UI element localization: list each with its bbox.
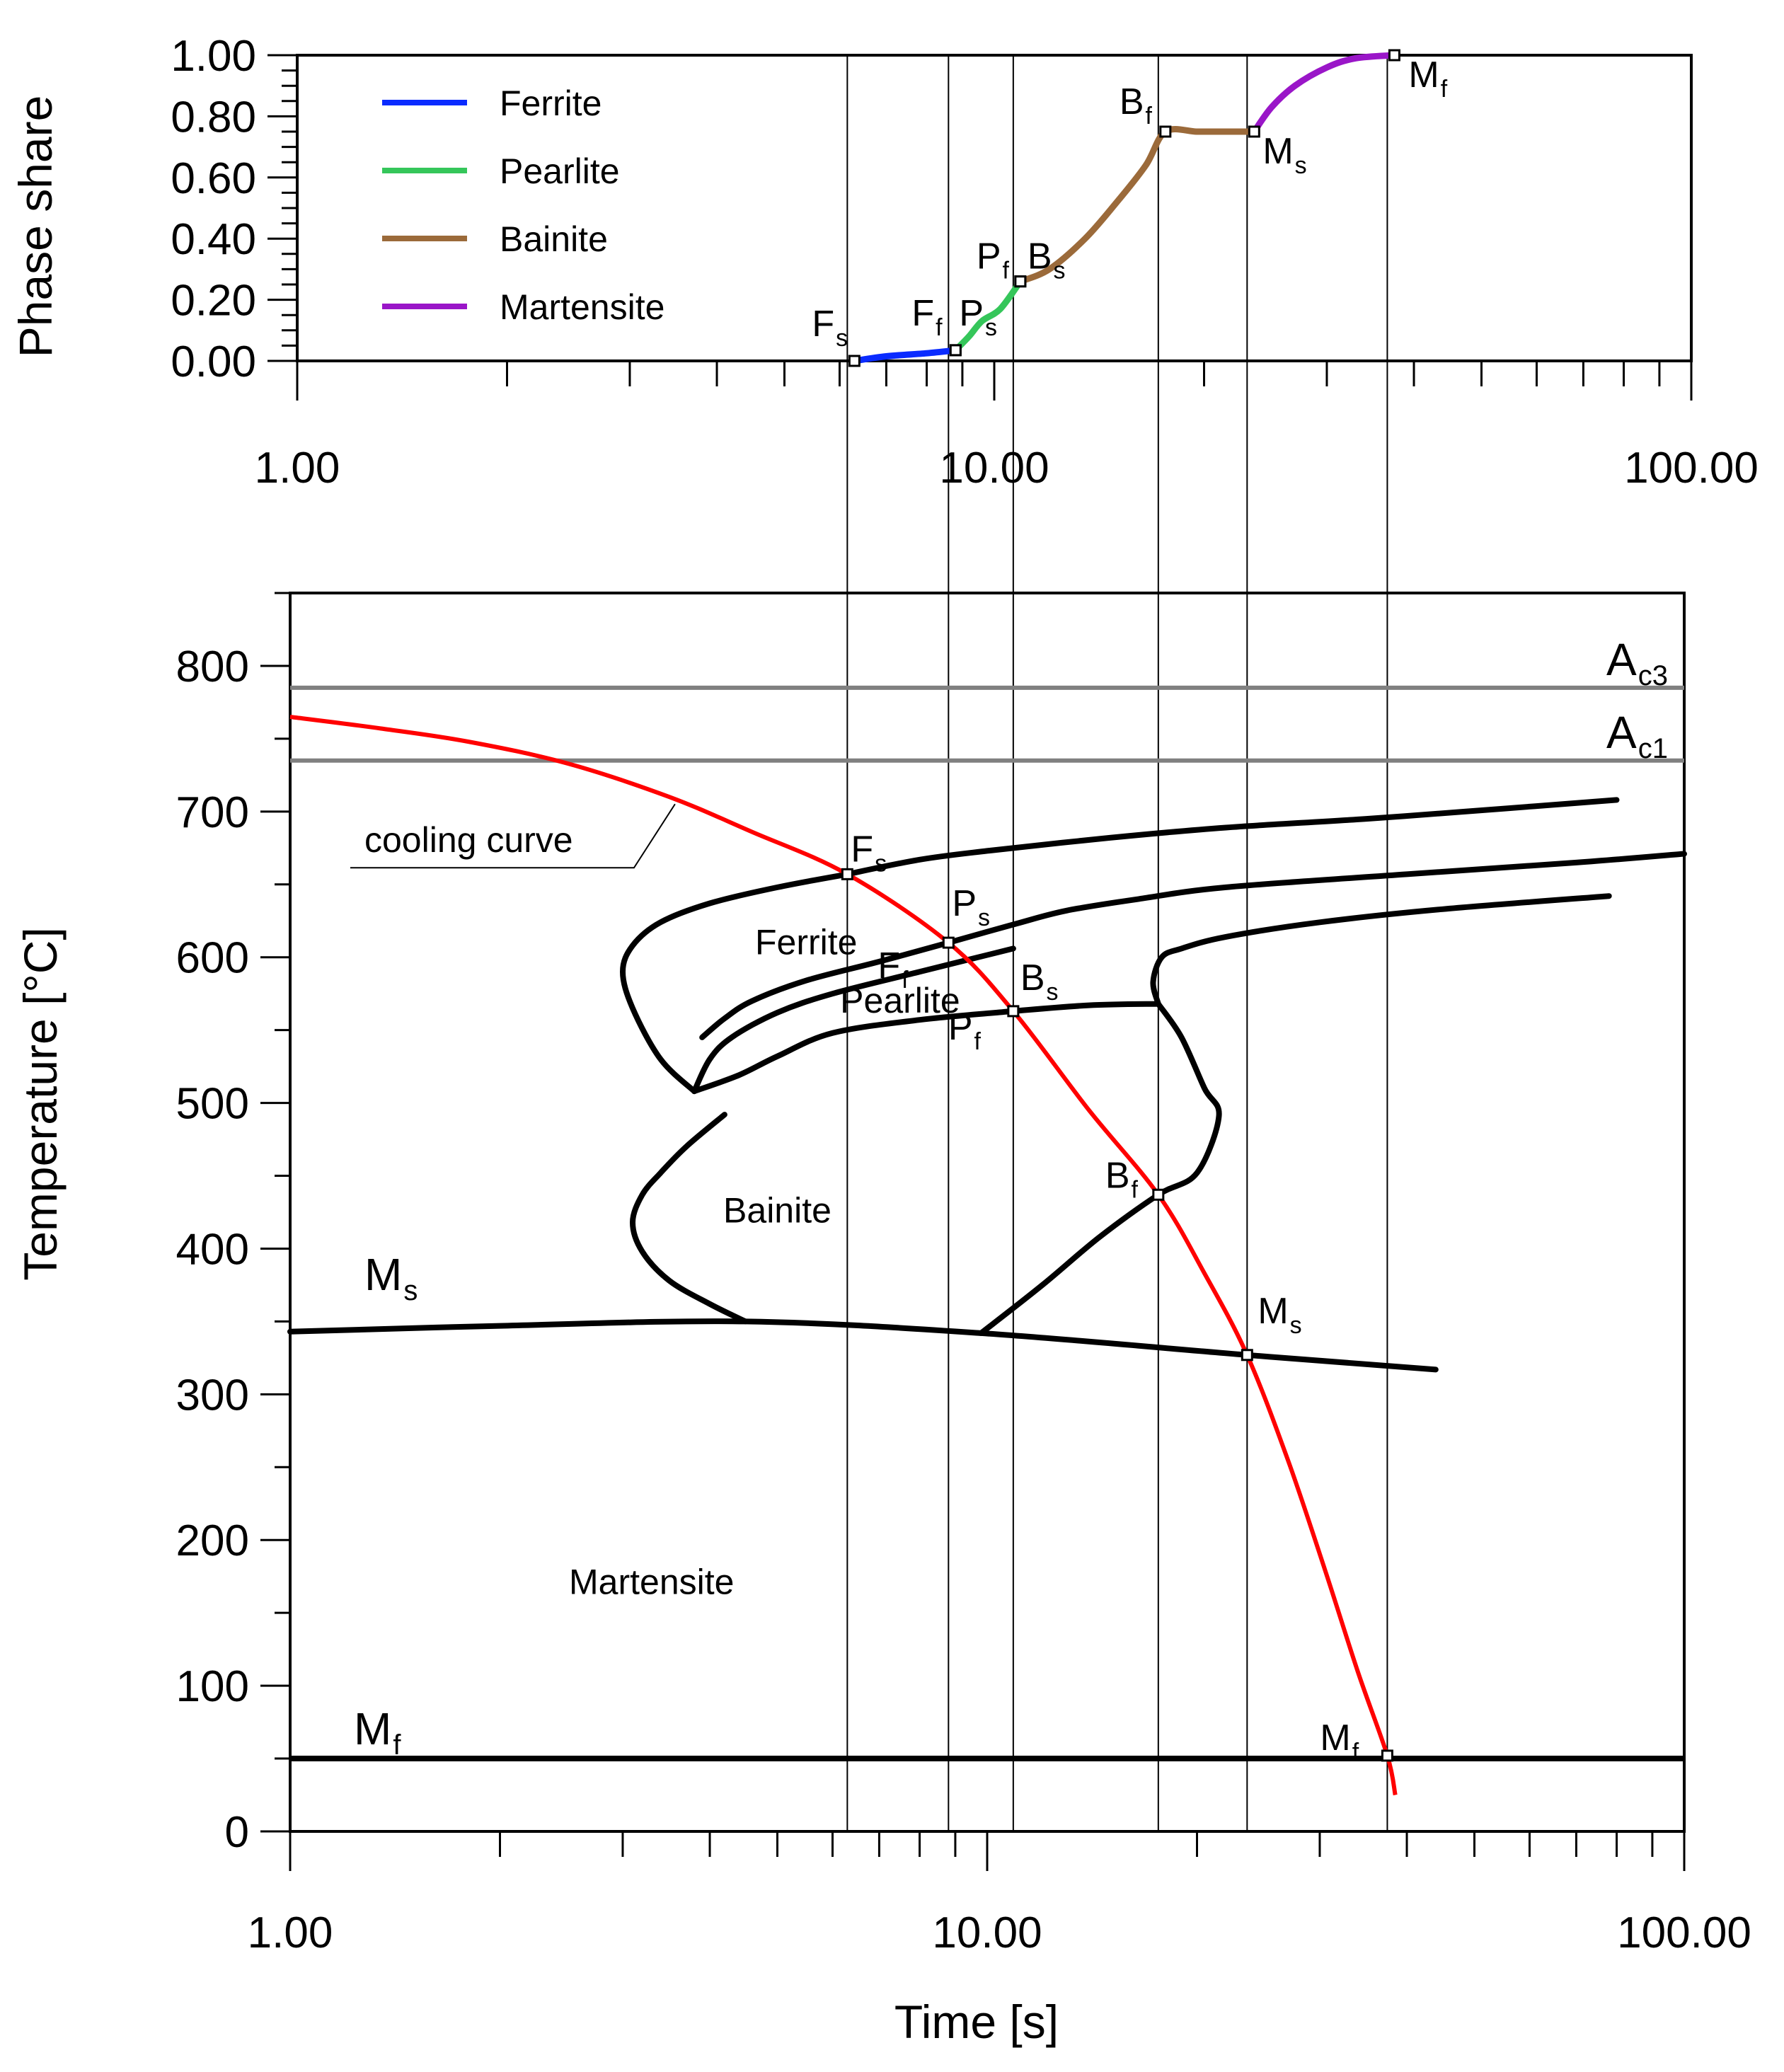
boundary-bainite-nose xyxy=(630,1112,749,1325)
x-tick-label: 1.00 xyxy=(248,1909,333,1957)
region-label-martensite: Martensite xyxy=(569,1562,734,1601)
x-tick-label: 100.00 xyxy=(1617,1909,1751,1957)
cct-point-label-mf: Mf xyxy=(1320,1717,1359,1766)
boundary-pearlite-finish-lower xyxy=(691,945,1016,1095)
boundary-pearlite-start xyxy=(945,851,1687,946)
y-tick-label: 300 xyxy=(176,1371,249,1420)
series-ferrite-line xyxy=(851,347,959,364)
y-tick-label: 0.80 xyxy=(171,93,256,142)
titles-and-labels: Phase share Temperature [°C] Time [s] xyxy=(9,96,1059,2048)
region-label-pearlite: Pearlite xyxy=(840,981,960,1020)
y-tick-label: 600 xyxy=(176,934,249,983)
cct-point-label-pf: Pf xyxy=(948,1007,982,1055)
ac1-label: Ac1 xyxy=(1606,707,1668,764)
boundary-ferrite-finish xyxy=(699,940,952,1040)
point-marker xyxy=(1248,125,1260,138)
cct-point-label-fs: Fs xyxy=(851,829,887,877)
x-tick-label: 1.00 xyxy=(255,444,340,493)
time-axis-title: Time [s] xyxy=(894,1996,1059,2048)
point-label-bs: Bs xyxy=(1028,236,1066,284)
legend-label-ferrite: Ferrite xyxy=(500,84,602,123)
cct-point-label-ms: Ms xyxy=(1258,1291,1301,1339)
cooling-curve-line xyxy=(289,715,1398,1796)
point-label-ps: Ps xyxy=(959,293,997,341)
cct-point-marker xyxy=(1007,1005,1020,1018)
region-label-ferrite: Ferrite xyxy=(755,923,857,962)
point-label-ff: Ff xyxy=(911,293,943,341)
cct-point-label-bf: Bf xyxy=(1105,1155,1139,1203)
y-tick-label: 200 xyxy=(176,1516,249,1565)
ms-line-label: Ms xyxy=(364,1249,418,1306)
boundary-ms-line xyxy=(287,1318,1439,1373)
boundary-ferrite-start-upper xyxy=(844,797,1620,877)
phase-share-chart: 0.00 0.20 0.40 0.60 0.80 1.00 1.00 10.00 100.00 F… xyxy=(171,32,1758,493)
cct-point-marker xyxy=(841,868,853,880)
mf-line-label: Mf xyxy=(354,1703,401,1761)
cct-point-marker xyxy=(1152,1188,1165,1201)
y-tick-label: 0.00 xyxy=(171,338,256,386)
cct-point-marker xyxy=(1241,1349,1253,1362)
phase-share-axis-title: Phase share xyxy=(9,96,62,358)
boundary-ferrite-start-nose xyxy=(620,871,851,1095)
point-label-fs: Fs xyxy=(812,304,848,352)
x-tick-label: 10.00 xyxy=(939,444,1049,493)
y-tick-label: 500 xyxy=(176,1080,249,1129)
y-tick-label: 400 xyxy=(176,1225,249,1274)
point-label-bf: Bf xyxy=(1120,81,1153,130)
y-tick-label: 0 xyxy=(225,1808,249,1857)
point-label-mf: Mf xyxy=(1408,54,1447,103)
cct-point-label-bs: Bs xyxy=(1020,957,1059,1006)
ac3-label: Ac3 xyxy=(1606,634,1668,691)
y-tick-label: 1.00 xyxy=(171,32,256,81)
point-label-ms: Ms xyxy=(1262,131,1306,179)
cct-point-label-ps: Ps xyxy=(952,883,990,931)
cooling-curve-leader xyxy=(350,803,676,869)
y-tick-label: 0.20 xyxy=(171,277,256,326)
x-tick-label: 10.00 xyxy=(932,1909,1042,1957)
cct-diagram-chart: 0 100 200 300 400 500 600 700 800 1.00 10.00 100.00… xyxy=(176,592,1751,1957)
legend-label-martensite: Martensite xyxy=(500,287,664,327)
y-tick-label: 100 xyxy=(176,1662,249,1711)
y-tick-label: 800 xyxy=(176,643,249,691)
point-marker xyxy=(1014,275,1027,288)
x-tick-label: 100.00 xyxy=(1624,444,1759,493)
cct-point-label-ff: Ff xyxy=(877,945,909,994)
point-marker xyxy=(1388,49,1400,62)
cct-point-marker xyxy=(942,936,955,949)
y-tick-label: 0.40 xyxy=(171,215,256,264)
point-marker xyxy=(848,355,861,367)
point-marker xyxy=(1159,125,1172,138)
point-label-pf: Pf xyxy=(977,236,1010,284)
y-tick-label: 700 xyxy=(176,788,249,837)
boundary-bainite-start xyxy=(1150,893,1612,1007)
y-tick-label: 0.60 xyxy=(171,154,256,203)
series-martensite-line xyxy=(1250,52,1398,135)
region-label-bainite: Bainite xyxy=(723,1190,831,1230)
boundary-pearlite-finish-right xyxy=(691,1001,1161,1095)
legend-label-bainite: Bainite xyxy=(500,219,608,259)
cooling-curve-label: cooling curve xyxy=(364,820,573,860)
series-pearlite-line xyxy=(952,278,1024,354)
boundary-bainite-finish-right xyxy=(978,1001,1222,1336)
legend-label-pearlite: Pearlite xyxy=(500,151,620,191)
series-bainite-line xyxy=(1017,126,1258,285)
temperature-axis-title: Temperature [°C] xyxy=(14,927,67,1281)
point-marker xyxy=(949,344,962,357)
cct-point-marker xyxy=(1381,1749,1393,1762)
